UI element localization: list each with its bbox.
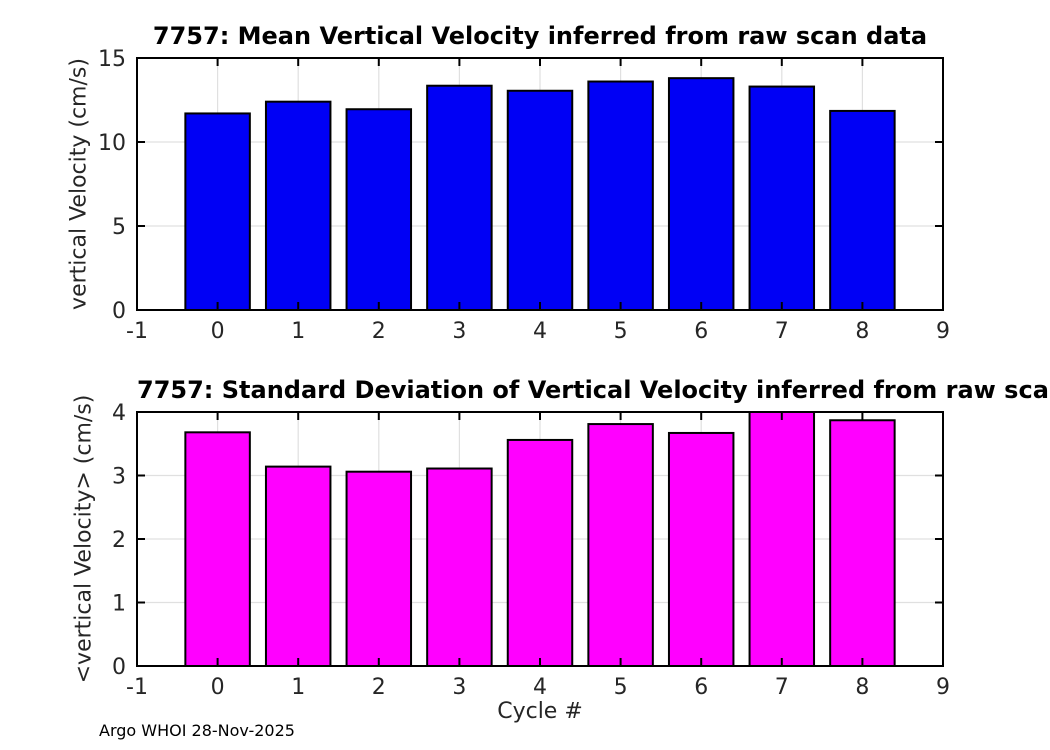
- chart-std-title: 7757: Standard Deviation of Vertical Vel…: [137, 376, 1050, 404]
- x-tick-label: 3: [452, 319, 466, 344]
- chart-mean-ylabel: vertical Velocity (cm/s): [66, 58, 92, 310]
- x-tick-label: -1: [126, 675, 148, 700]
- bar: [184, 431, 251, 667]
- x-tick-label: 2: [372, 319, 386, 344]
- x-tick-label: 9: [936, 675, 950, 700]
- x-tick-label: -1: [126, 319, 148, 344]
- x-tick-label: 0: [211, 319, 225, 344]
- y-tick-label: 1: [112, 592, 126, 617]
- x-tick-label: 6: [694, 319, 708, 344]
- x-tick-label: 4: [533, 675, 547, 700]
- bar: [184, 112, 251, 311]
- x-tick-label: 2: [372, 675, 386, 700]
- y-tick-label: 0: [112, 655, 126, 680]
- bar: [829, 419, 896, 667]
- chart-mean-title: 7757: Mean Vertical Velocity inferred fr…: [152, 22, 928, 50]
- bar: [748, 85, 816, 311]
- x-axis-label: Cycle #: [497, 699, 583, 724]
- bar: [587, 423, 654, 667]
- y-tick-label: 15: [98, 47, 126, 72]
- y-tick-label: 10: [98, 131, 126, 156]
- footer-text: Argo WHOI 28-Nov-2025: [99, 721, 295, 740]
- x-tick-label: 3: [452, 675, 466, 700]
- bar: [506, 89, 574, 312]
- bar: [264, 100, 332, 312]
- x-tick-label: 7: [775, 319, 789, 344]
- bar: [506, 438, 574, 667]
- bar: [426, 467, 493, 668]
- y-tick-label: 5: [112, 215, 126, 240]
- x-tick-label: 8: [855, 319, 869, 344]
- bar: [667, 431, 735, 667]
- x-tick-label: 1: [291, 319, 305, 344]
- y-tick-label: 2: [112, 528, 126, 553]
- x-tick-label: 4: [533, 319, 547, 344]
- x-tick-label: 1: [291, 675, 305, 700]
- x-tick-label: 5: [614, 675, 628, 700]
- bar: [829, 109, 896, 311]
- x-tick-label: 9: [936, 319, 950, 344]
- bar: [748, 411, 816, 667]
- x-tick-label: 6: [694, 675, 708, 700]
- x-tick-label: 7: [775, 675, 789, 700]
- bar: [426, 84, 493, 311]
- bar: [587, 80, 654, 311]
- y-tick-label: 4: [112, 401, 126, 426]
- bar: [345, 108, 413, 311]
- x-tick-label: 0: [211, 675, 225, 700]
- bar: [264, 465, 332, 667]
- bar: [667, 77, 735, 311]
- x-tick-label: 5: [614, 319, 628, 344]
- y-tick-label: 0: [112, 299, 126, 324]
- x-tick-label: 8: [855, 675, 869, 700]
- y-tick-label: 3: [112, 465, 126, 490]
- bar: [345, 470, 413, 667]
